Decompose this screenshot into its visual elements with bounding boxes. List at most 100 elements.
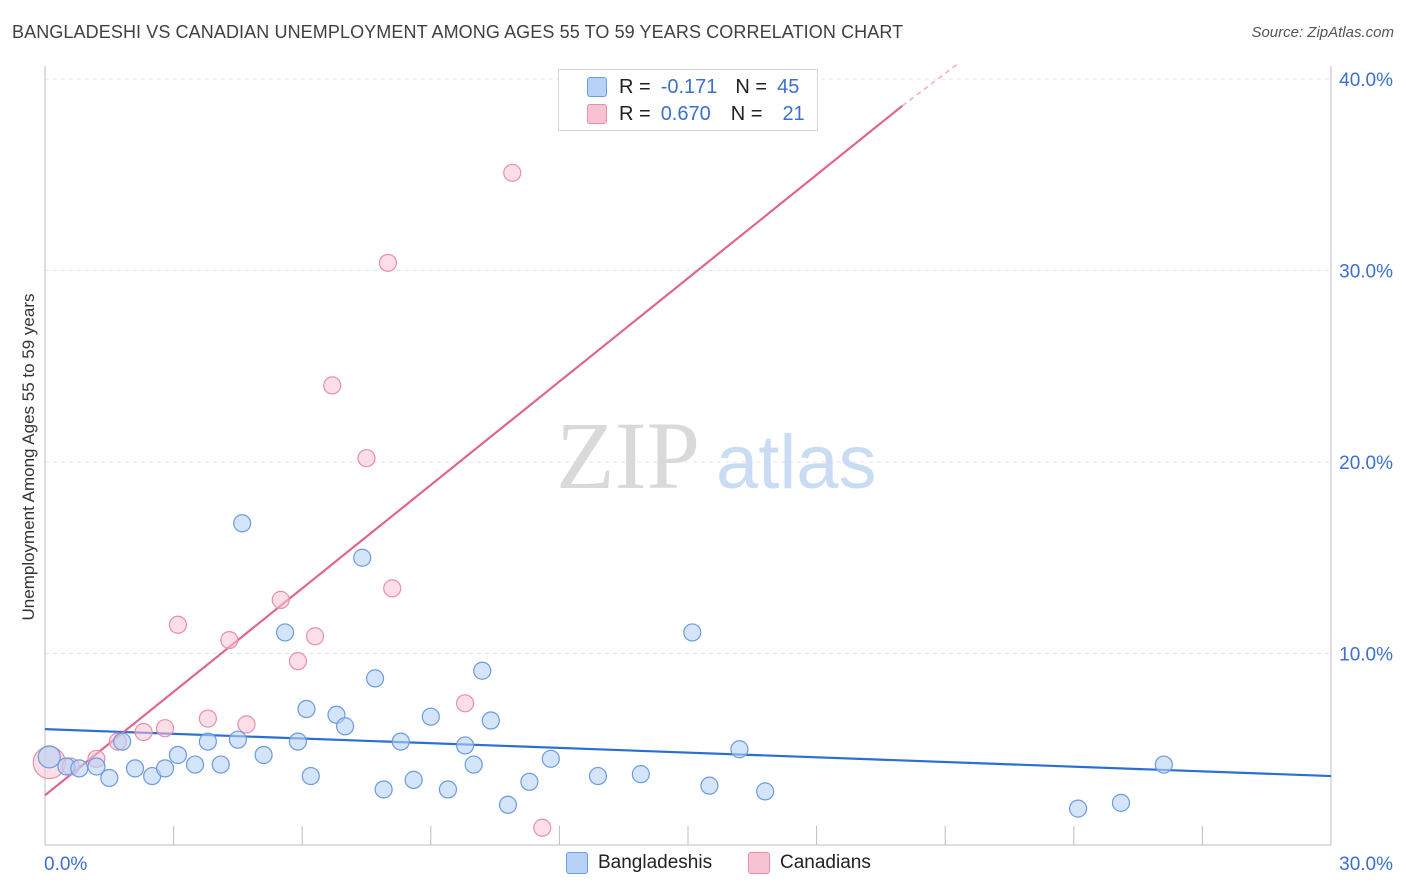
trend-line-canadians [44, 104, 904, 797]
legend-r-value: -0.171 [660, 75, 718, 98]
legend-swatch-bangladeshis [587, 77, 607, 97]
point-bangladeshis [113, 732, 132, 751]
point-bangladeshis [631, 765, 650, 784]
point-bangladeshis [404, 770, 423, 789]
point-bangladeshis [228, 730, 247, 749]
point-bangladeshis [438, 780, 458, 799]
trend-line-canadians-extension [901, 63, 959, 107]
point-bangladeshis [1111, 793, 1131, 812]
legend-swatch-canadians [587, 104, 607, 124]
point-bangladeshis [297, 699, 316, 719]
point-canadians [323, 376, 342, 395]
point-bangladeshis [168, 745, 187, 765]
point-bangladeshis [756, 782, 775, 801]
series-legend: Bangladeshis Canadians [0, 852, 1406, 878]
x-tick-label: 30.0% [1339, 854, 1393, 875]
point-canadians [503, 163, 522, 182]
point-canadians [455, 694, 475, 713]
point-canadians [134, 722, 153, 742]
series-legend-canadians[interactable]: Canadians [748, 852, 871, 874]
point-bangladeshis [700, 776, 719, 795]
y-axis-label: Unemployment Among Ages 55 to 59 years [19, 294, 38, 621]
point-canadians [357, 449, 376, 468]
point-bangladeshis [211, 755, 230, 774]
trend-line-bangladeshis [44, 728, 1332, 778]
point-bangladeshis [1068, 799, 1088, 818]
series-swatch-canadians [748, 852, 770, 874]
point-canadians [155, 719, 175, 738]
point-bangladeshis [275, 623, 295, 642]
point-bangladeshis [198, 732, 217, 751]
point-bangladeshis [70, 759, 89, 778]
point-canadians [198, 709, 217, 728]
point-canadians [168, 615, 187, 634]
point-bangladeshis [374, 780, 393, 799]
point-bangladeshis [155, 759, 175, 778]
series-label-canadians: Canadians [780, 852, 871, 873]
point-bangladeshis [254, 745, 273, 765]
legend-row-canadians: R = 0.670 N = 21 [619, 101, 805, 127]
point-canadians [288, 652, 308, 671]
point-bangladeshis [335, 717, 355, 736]
point-bangladeshis [498, 795, 518, 814]
grid-lines [45, 78, 1331, 654]
point-bangladeshis [100, 768, 119, 788]
point-bangladeshis [464, 755, 483, 774]
watermark-zip: ZIP [556, 402, 700, 509]
legend-n-label: N = [730, 102, 763, 125]
data-points [32, 81, 1173, 837]
point-canadians [378, 253, 398, 272]
legend-row-bangladeshis: R = -0.171 N = 45 [619, 74, 799, 100]
y-tick-label: 30.0% [1339, 262, 1393, 283]
point-bangladeshis [353, 548, 372, 567]
point-bangladeshis [87, 757, 106, 776]
chart-title: BANGLADESHI VS CANADIAN UNEMPLOYMENT AMO… [12, 22, 904, 42]
point-canadians [220, 630, 239, 650]
point-bangladeshis [473, 661, 492, 680]
correlation-legend: R = -0.171 N = 45 R = 0.670 N = 21 [558, 69, 818, 131]
point-bangladeshis [391, 732, 410, 751]
source-credit: Source: ZipAtlas.com [1251, 24, 1394, 41]
tick-labels: 10.0% 20.0% 30.0% 40.0% 0.0% 30.0% [44, 70, 1393, 875]
legend-r-label: R = [619, 102, 651, 125]
point-canadians [383, 579, 402, 598]
point-canadians [305, 627, 325, 646]
point-bangladeshis [541, 749, 560, 768]
point-bangladeshis [520, 772, 539, 791]
point-bangladeshis [1154, 755, 1173, 774]
y-tick-label: 20.0% [1339, 453, 1393, 474]
point-bangladeshis [455, 736, 475, 755]
point-bangladeshis [588, 766, 608, 786]
trend-lines [44, 63, 1332, 797]
watermark-atlas: atlas [716, 420, 877, 505]
legend-n-label: N = [735, 75, 768, 98]
point-canadians [237, 715, 256, 734]
point-bangladeshis [185, 755, 205, 774]
point-bangladeshis [481, 711, 500, 730]
point-bangladeshis [365, 669, 385, 688]
legend-n-value: 21 [782, 102, 805, 125]
point-bangladeshis [125, 759, 145, 778]
watermark: ZIP atlas [556, 402, 877, 509]
legend-r-label: R = [619, 75, 651, 98]
y-tick-label: 10.0% [1339, 645, 1393, 666]
series-label-bangladeshis: Bangladeshis [598, 852, 713, 873]
point-bangladeshis [233, 514, 252, 533]
point-canadians [271, 590, 290, 609]
legend-n-value: 45 [777, 75, 800, 98]
axes [44, 66, 1332, 846]
x-tick-label: 0.0% [44, 854, 87, 875]
point-bangladeshis [37, 745, 61, 769]
point-bangladeshis [288, 732, 308, 751]
point-canadians [533, 818, 552, 837]
point-bangladeshis [301, 766, 320, 786]
point-bangladeshis [730, 740, 749, 759]
series-legend-bangladeshis[interactable]: Bangladeshis [566, 852, 712, 874]
legend-r-value: 0.670 [660, 102, 711, 125]
y-tick-label: 40.0% [1339, 70, 1393, 91]
point-bangladeshis [421, 707, 440, 726]
series-swatch-bangladeshis [566, 852, 588, 874]
point-bangladeshis [683, 623, 702, 642]
